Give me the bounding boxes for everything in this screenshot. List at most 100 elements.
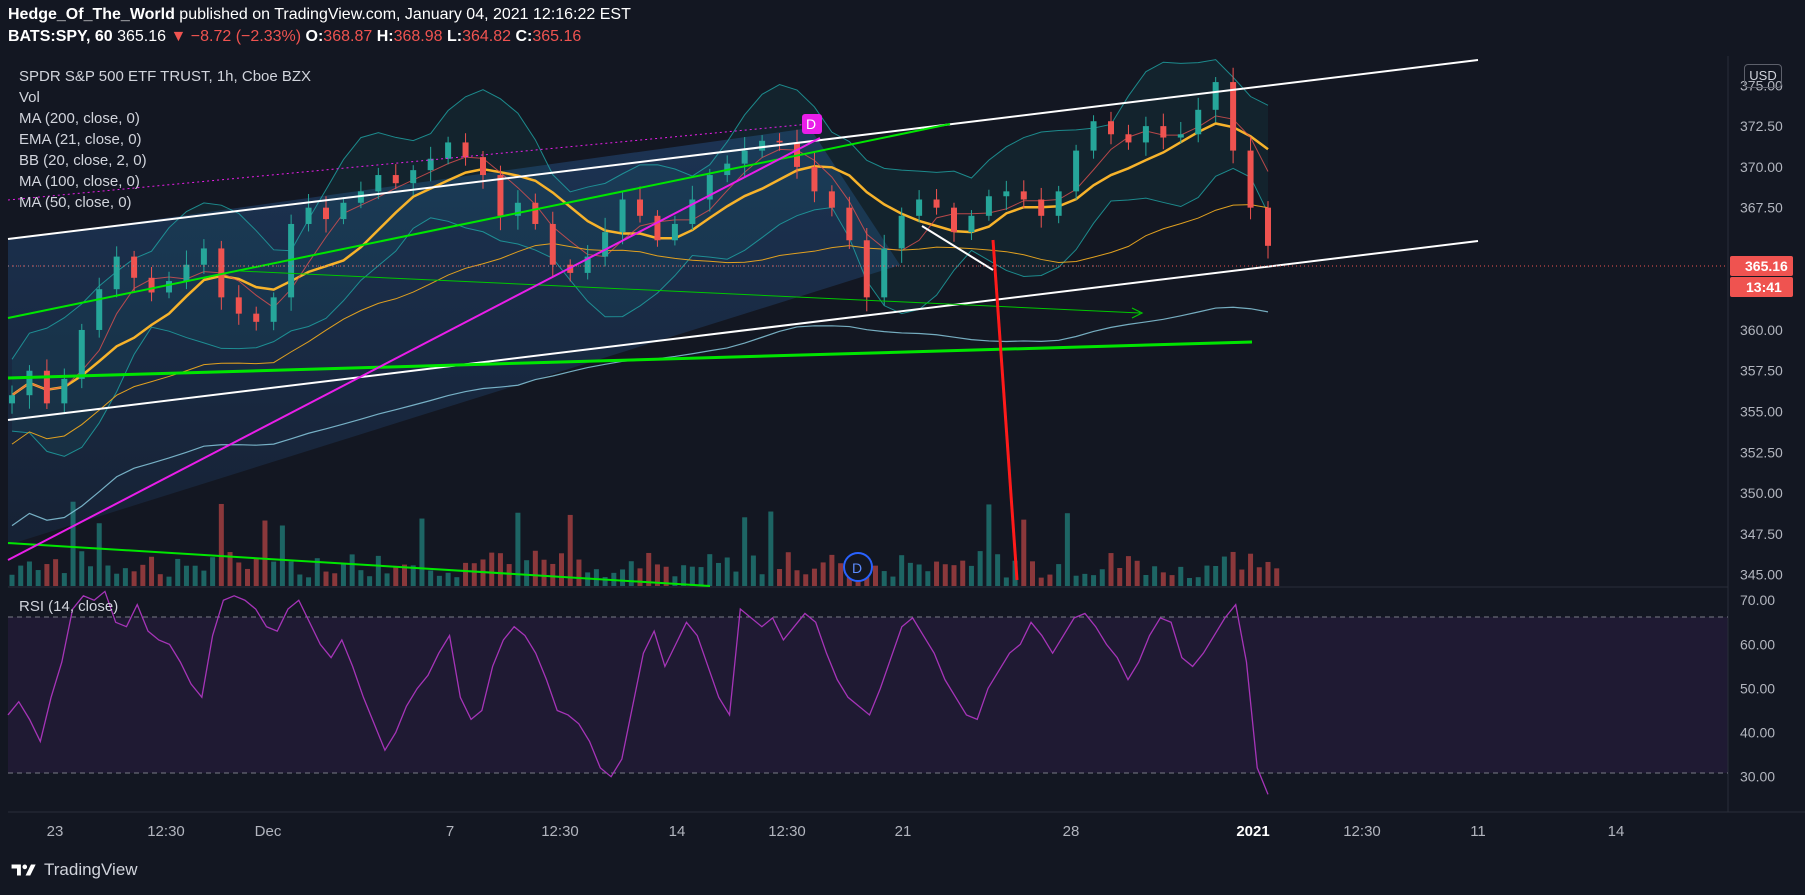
candle-body [235,297,242,314]
volume-bar [637,568,643,586]
volume-bar [349,554,355,586]
volume-bar [393,566,399,586]
volume-bar [873,565,878,586]
candle-body [357,191,364,203]
volume-bar [1160,572,1166,586]
volume-bar [977,551,983,586]
last-price-badge: 365.16 [1745,258,1788,274]
volume-bar [567,514,573,586]
publish-info: published on TradingView.com, January 04… [179,6,631,23]
volume-bar [358,570,364,586]
volume-bar [576,559,582,586]
volume-bar [1230,551,1236,586]
legend-bb[interactable]: BB (20, close, 2, 0) [19,152,147,169]
candle-body [183,264,190,282]
volume-bar [733,571,739,586]
volume-bar [262,520,268,586]
dividend-marker-top-label: D [806,116,816,132]
price-axis-ticks: 375.00372.50370.00367.50362.50360.00357.… [1740,77,1783,582]
legend-ema21[interactable]: EMA (21, close, 0) [19,131,142,148]
volume-bar [61,573,67,586]
volume-bar [489,552,495,586]
volume-bar [646,552,652,586]
volume-bar [1213,565,1219,586]
volume-bar [419,518,425,586]
candle-body [1108,121,1114,135]
volume-bar [227,552,233,586]
candle-body [131,256,138,278]
candle-body [916,199,923,216]
volume-bar [1064,513,1070,586]
volume-bar [907,562,913,586]
bb-fill [12,59,1268,457]
rsi-tick-label: 30.00 [1740,769,1775,785]
candle-body [61,378,68,404]
candle-body [253,313,260,322]
volume-bar [942,564,948,586]
volume-bar [707,554,713,586]
rsi-legend[interactable]: RSI (14, close) [19,598,119,615]
volume-bar [1221,556,1227,586]
volume-bar [18,565,24,586]
volume-bar [402,564,407,586]
candle-body [706,175,713,200]
candle-body [846,207,853,241]
volume-bar [628,561,634,586]
volume-bar [785,552,791,586]
volume-bar [454,577,460,586]
volume-bar [916,564,922,586]
legend-vol[interactable]: Vol [19,89,40,106]
candle-body [148,277,155,293]
time-tick-label: 12:30 [1343,823,1381,840]
price-tick-label: 355.00 [1740,404,1783,420]
candle-body [602,232,609,257]
publish-line: Hedge_Of_The_World published on TradingV… [8,6,631,24]
legend-ma200[interactable]: MA (200, close, 0) [19,110,140,127]
candle-body [689,199,696,224]
magenta-dotted-line [7,122,821,201]
volume-bar [96,523,102,586]
price-tick-label: 370.00 [1740,159,1783,175]
volume-bar [1274,568,1280,586]
volume-bar [1099,569,1105,586]
candle-body [1230,82,1237,151]
volume-bar [105,565,111,586]
candle-body [26,370,33,396]
legend-ma100[interactable]: MA (100, close, 0) [19,173,140,190]
volume-bar [1108,553,1114,586]
candle-body [1177,134,1184,138]
indicator-legend: SPDR S&P 500 ETF TRUST, 1h, Cboe BZX Vol… [19,66,311,213]
bb-upper [11,59,1269,360]
price-tick-label: 347.50 [1740,526,1783,542]
volume-bar [1239,569,1245,586]
candle-body [1020,191,1027,200]
volume-bar [271,561,277,586]
volume-bar [742,517,748,586]
volume-bar [602,577,608,586]
dividend-marker-bottom[interactable] [843,552,873,582]
bb-lower [11,167,1269,457]
candle-body [1195,109,1202,135]
volume-bar [532,550,538,586]
candle-body [532,202,539,224]
candle-body [200,248,207,265]
volume-bar [1169,575,1175,586]
bollinger-bands [11,59,1269,457]
candle-body [78,329,85,379]
volume-bar [550,563,556,586]
price-tick-label: 350.00 [1740,485,1783,501]
time-tick-label: Dec [255,823,282,840]
volume-bar [768,511,774,586]
dividend-marker-top[interactable] [802,114,822,134]
close-label: C: [515,28,533,45]
volume-bar [149,556,155,586]
volume-bar [410,565,416,586]
volume-bar [960,560,966,586]
author-name[interactable]: Hedge_Of_The_World [8,6,175,23]
volume-bar [559,553,564,586]
volume-bar [279,525,285,586]
price-tick-label: 372.50 [1740,118,1783,134]
legend-ma50[interactable]: MA (50, close, 0) [19,194,132,211]
currency-button[interactable]: USD [1744,64,1782,88]
change-arrow: ▼ [170,28,187,45]
